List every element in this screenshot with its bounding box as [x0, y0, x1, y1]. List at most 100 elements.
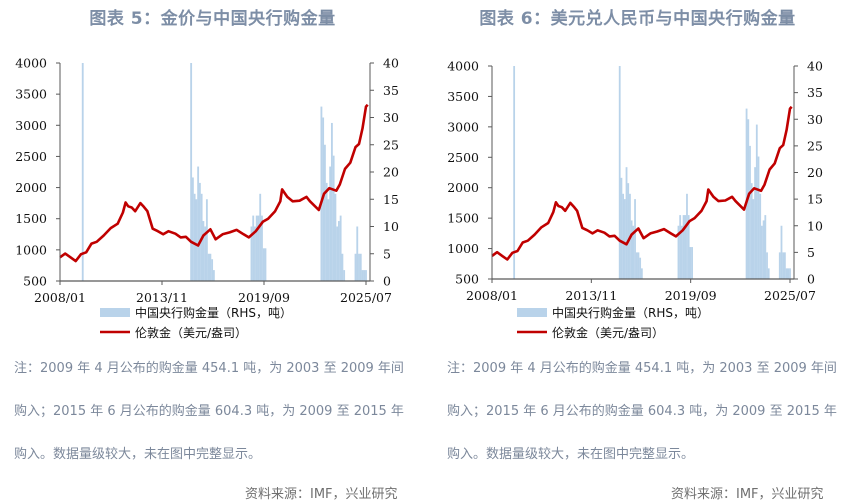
bar	[334, 193, 337, 281]
bar	[757, 156, 760, 279]
legend-bar-label: 中国央行购金量（RHS，吨）	[552, 305, 709, 320]
y-right-tick-label: 5	[807, 245, 815, 260]
y-right-tick-label: 35	[807, 85, 823, 100]
bar	[339, 215, 342, 281]
bar	[640, 268, 643, 279]
bar	[691, 247, 693, 279]
chart-figure-5: 5001000150020002500300035004000051015202…	[15, 56, 399, 341]
chart-note: 注：2009 年 4 月公布的购金量 454.1 吨，为 2003 至 2009…	[14, 361, 404, 462]
bar	[361, 270, 364, 281]
y-left-tick-label: 2000	[447, 180, 479, 195]
bar	[637, 252, 640, 279]
bar	[783, 252, 786, 279]
bar	[257, 215, 260, 281]
bar	[320, 106, 323, 281]
bar	[190, 63, 193, 281]
bar	[356, 226, 359, 281]
bar	[789, 268, 791, 279]
bar	[323, 144, 326, 281]
y-left-tick-label: 1500	[447, 211, 479, 226]
bar	[780, 225, 783, 279]
bar	[677, 225, 680, 279]
bar	[750, 183, 753, 279]
y-left-tick-label: 4000	[447, 59, 479, 74]
y-right-tick-label: 40	[383, 56, 399, 71]
purchase-bars	[513, 66, 791, 279]
bar	[787, 268, 790, 279]
chart-title: 图表 6：美元兑人民币与中国央行购金量	[479, 9, 796, 29]
y-left-tick-label: 3500	[447, 89, 479, 104]
bar	[632, 225, 635, 279]
x-tick-label: 2019/09	[665, 288, 717, 303]
y-right-tick-label: 0	[807, 272, 815, 287]
bar	[680, 225, 683, 279]
bar	[81, 63, 84, 281]
bar	[778, 252, 781, 279]
bar	[329, 166, 332, 281]
bar	[634, 199, 636, 279]
chart-title: 图表 5：金价与中国央行购金量	[89, 9, 336, 29]
y-left-tick-label: 2500	[15, 149, 47, 164]
bar	[254, 226, 256, 281]
y-right-tick-label: 5	[383, 246, 391, 261]
y-right-tick-label: 0	[383, 274, 391, 289]
bar	[337, 221, 340, 281]
bar	[759, 193, 762, 279]
y-left-tick-label: 3500	[15, 87, 47, 102]
bar	[682, 215, 685, 279]
bar	[336, 226, 339, 281]
bar	[684, 215, 687, 279]
bar	[767, 268, 770, 279]
bar	[754, 167, 756, 279]
chart-panel-5: 图表 5：金价与中国央行购金量 500 1000 1500 2000 2500 3000 3…	[14, 9, 404, 502]
bar	[755, 124, 758, 279]
bar	[639, 257, 642, 279]
bar	[325, 182, 328, 281]
bar	[207, 253, 210, 281]
bar	[679, 215, 682, 279]
bar	[205, 199, 208, 281]
gold-price-line	[491, 105, 793, 261]
y-left-tick-label: 1000	[447, 241, 479, 256]
y-right-tick-label: 10	[383, 219, 399, 234]
legend-bar-swatch	[100, 308, 130, 317]
y-right-tick-label: 10	[807, 218, 823, 233]
bar	[785, 268, 788, 279]
x-tick-label: 2008/01	[34, 290, 86, 305]
bar	[330, 122, 333, 281]
bar	[250, 226, 253, 281]
bar	[764, 215, 767, 279]
bar	[332, 155, 335, 281]
legend-bar-label: 中国央行购金量（RHS，吨）	[135, 305, 292, 320]
y-right-tick-label: 20	[807, 165, 823, 180]
bar	[327, 199, 330, 281]
bar	[262, 248, 265, 281]
y-right-tick-label: 25	[383, 137, 399, 152]
bar	[630, 220, 633, 279]
legend-line-label: 伦敦金（美元/盎司）	[552, 325, 664, 340]
bar	[623, 199, 626, 279]
bar	[782, 252, 785, 279]
y-left-tick-label: 2000	[15, 180, 47, 195]
bar	[252, 215, 255, 281]
y-left-tick-label: 500	[455, 272, 479, 287]
bar	[359, 253, 362, 281]
x-tick-label: 2008/01	[466, 288, 518, 303]
bar	[197, 166, 200, 281]
bar	[752, 199, 755, 279]
bar	[761, 225, 763, 279]
bar	[198, 182, 201, 281]
bar	[620, 177, 623, 279]
purchase-bars	[81, 63, 367, 281]
y-left-tick-label: 3000	[447, 119, 479, 134]
bar	[341, 253, 344, 281]
bar	[513, 66, 516, 279]
bar	[627, 183, 630, 279]
bar	[687, 215, 690, 279]
bar	[358, 253, 360, 281]
bar	[618, 66, 621, 279]
y-right-tick-label: 40	[807, 59, 823, 74]
x-tick-label: 2013/11	[136, 290, 188, 305]
bar	[354, 253, 357, 281]
bar	[264, 248, 267, 281]
